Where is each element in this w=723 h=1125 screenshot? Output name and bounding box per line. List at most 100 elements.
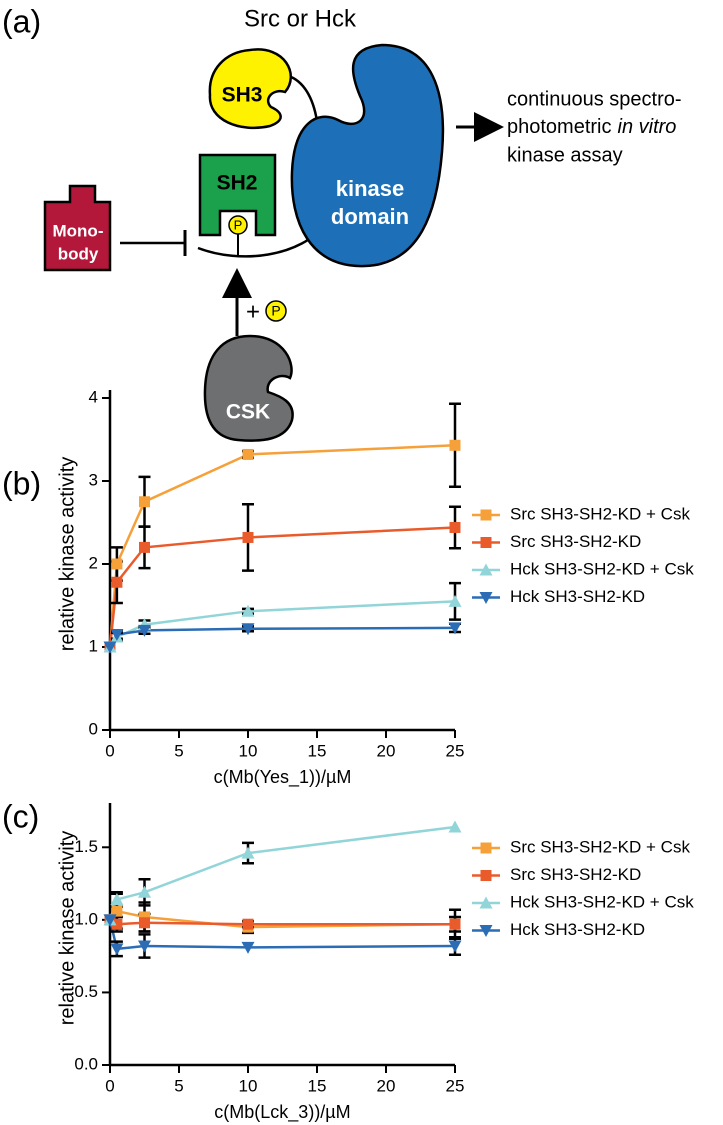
point bbox=[448, 594, 462, 607]
y-tick-label: 0.5 bbox=[74, 982, 98, 1001]
panel-label: (c) bbox=[2, 798, 39, 834]
point bbox=[138, 624, 151, 637]
y-axis-label: relative kinase activity bbox=[56, 457, 78, 652]
x-tick-label: 25 bbox=[446, 741, 465, 760]
legend-marker bbox=[480, 870, 492, 881]
x-tick-label: 20 bbox=[377, 1076, 396, 1095]
monobody-label: Mono- bbox=[53, 221, 104, 240]
legend-marker bbox=[479, 592, 493, 604]
point bbox=[138, 940, 151, 953]
phospho-circle bbox=[228, 215, 248, 235]
y-tick-label: 2 bbox=[89, 553, 98, 572]
x-tick-label: 5 bbox=[174, 1076, 183, 1095]
x-tick-label: 20 bbox=[377, 741, 396, 760]
legend-marker bbox=[479, 563, 493, 576]
monobody bbox=[43, 184, 112, 272]
assay-text: continuous spectro- bbox=[507, 88, 682, 110]
sh2-label: SH2 bbox=[217, 172, 258, 195]
legend-marker bbox=[479, 896, 493, 909]
assay-text: kinase assay bbox=[507, 144, 623, 166]
legend-label: Src SH3-SH2-KD bbox=[510, 532, 641, 551]
point bbox=[449, 439, 461, 451]
y-axis-label: relative kinase activity bbox=[56, 831, 78, 1026]
x-tick-label: 0 bbox=[105, 1076, 114, 1095]
panel-label: (a) bbox=[2, 3, 41, 39]
x-tick-label: 0 bbox=[105, 741, 114, 760]
legend-label: Src SH3-SH2-KD bbox=[510, 865, 641, 884]
point bbox=[448, 622, 462, 635]
series-line bbox=[108, 626, 456, 648]
x-tick-label: 15 bbox=[308, 1076, 327, 1095]
point bbox=[242, 448, 254, 460]
point bbox=[111, 558, 123, 570]
legend-marker bbox=[479, 925, 493, 937]
y-tick-label: 3 bbox=[89, 470, 98, 489]
point bbox=[449, 918, 461, 930]
point bbox=[110, 629, 124, 642]
legend-label: Hck SH3-SH2-KD bbox=[510, 587, 645, 606]
point bbox=[139, 917, 150, 929]
assay-text: photometric bbox=[507, 116, 612, 138]
phospho-circle bbox=[265, 300, 287, 322]
point bbox=[448, 820, 462, 833]
legend-marker bbox=[480, 842, 492, 854]
series-line bbox=[108, 600, 456, 648]
panel-label: (b) bbox=[2, 465, 41, 501]
x-axis-label: c(Mb(Lck_3))/µM bbox=[214, 1102, 350, 1123]
legend-label: Src SH3-SH2-KD + Csk bbox=[510, 837, 690, 856]
point bbox=[241, 623, 255, 636]
point bbox=[241, 846, 255, 859]
assay-text: in vitro bbox=[618, 116, 677, 138]
y-tick-label: 0 bbox=[89, 719, 98, 738]
point bbox=[138, 885, 151, 898]
legend-marker bbox=[480, 537, 492, 548]
phospho-label: P bbox=[234, 217, 243, 232]
sh3-label: SH3 bbox=[222, 84, 263, 107]
point bbox=[103, 914, 117, 927]
csk bbox=[203, 334, 294, 442]
point bbox=[448, 940, 462, 953]
point bbox=[110, 893, 124, 906]
point bbox=[242, 531, 254, 543]
x-tick-label: 5 bbox=[174, 741, 183, 760]
point bbox=[139, 541, 150, 553]
kinase-label: kinase bbox=[336, 176, 405, 201]
x-tick-label: 10 bbox=[239, 741, 258, 760]
kinase-label: domain bbox=[331, 204, 409, 229]
csk-label: CSK bbox=[226, 401, 270, 424]
assay-text: photometric in vitro bbox=[507, 116, 676, 138]
point bbox=[241, 604, 255, 617]
point bbox=[103, 641, 117, 654]
kinase-domain bbox=[290, 43, 445, 268]
y-tick-label: 1.0 bbox=[74, 909, 98, 928]
x-tick-label: 15 bbox=[308, 741, 327, 760]
point bbox=[241, 941, 255, 954]
legend-label: Hck SH3-SH2-KD + Csk bbox=[510, 559, 694, 578]
legend-label: Src SH3-SH2-KD + Csk bbox=[510, 504, 690, 523]
point bbox=[110, 943, 124, 956]
point bbox=[449, 521, 461, 533]
sh3-domain bbox=[208, 48, 292, 130]
x-axis-label: c(Mb(Yes_1))/µM bbox=[214, 767, 352, 788]
series-line bbox=[108, 825, 456, 921]
plus: + bbox=[246, 298, 260, 325]
y-tick-label: 0.0 bbox=[74, 1054, 98, 1073]
legend-label: Hck SH3-SH2-KD bbox=[510, 920, 645, 939]
phospho-label: P bbox=[271, 303, 280, 319]
diagram-title: Src or Hck bbox=[244, 5, 357, 32]
y-tick-label: 1.5 bbox=[74, 837, 98, 856]
legend-label: Hck SH3-SH2-KD + Csk bbox=[510, 892, 694, 911]
point bbox=[111, 576, 123, 588]
diagram: (a) Src or Hck SH3 kinase domain SH2 P M… bbox=[2, 3, 682, 442]
y-tick-label: 4 bbox=[89, 387, 98, 406]
point bbox=[139, 496, 150, 508]
legend-marker bbox=[480, 509, 492, 521]
point bbox=[242, 918, 254, 930]
point bbox=[111, 905, 123, 917]
sh2-domain bbox=[198, 153, 277, 237]
series-line bbox=[109, 918, 455, 926]
x-tick-label: 25 bbox=[446, 1076, 465, 1095]
x-tick-label: 10 bbox=[239, 1076, 258, 1095]
y-tick-label: 1 bbox=[89, 636, 98, 655]
